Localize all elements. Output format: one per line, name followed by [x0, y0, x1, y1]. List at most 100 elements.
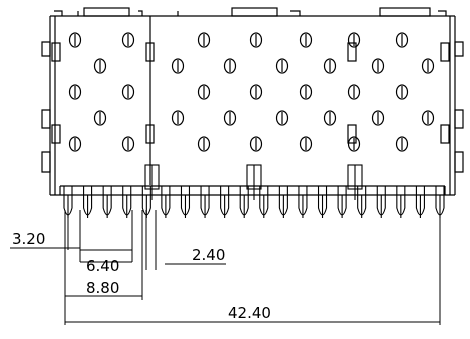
vent-hole [347, 136, 361, 152]
vent-hole-outline [421, 58, 435, 74]
dim-label-2-40: 2.40 [192, 246, 225, 264]
connector-pins [63, 164, 445, 218]
mounting-post [347, 164, 363, 200]
pin [415, 186, 425, 218]
vent-hole [249, 136, 263, 152]
slot-opening [51, 42, 61, 62]
vent-hole-outline [223, 110, 237, 126]
vent-hole [93, 110, 107, 126]
vent-hole [275, 58, 289, 74]
pin [376, 186, 386, 218]
vent-hole-outline [275, 58, 289, 74]
vent-hole [371, 110, 385, 126]
dim-label-3-20: 3.20 [12, 230, 45, 248]
vent-hole [347, 84, 361, 100]
vent-hole [421, 58, 435, 74]
vent-hole-outline [121, 136, 135, 152]
slot-opening [440, 42, 450, 62]
vent-hole [371, 58, 385, 74]
slot-opening [145, 42, 155, 62]
vent-hole-outline [347, 136, 361, 152]
vent-hole-outline [299, 84, 313, 100]
vent-hole [299, 32, 313, 48]
pin [200, 186, 210, 218]
vent-hole [121, 84, 135, 100]
vent-hole [395, 32, 409, 48]
vent-hole-outline [93, 58, 107, 74]
dim-label-8-80: 8.80 [86, 279, 119, 297]
vent-hole [68, 84, 82, 100]
mounting-post [144, 164, 160, 200]
vent-hole-outline [121, 32, 135, 48]
vent-hole-outline [299, 32, 313, 48]
vent-hole [197, 84, 211, 100]
vent-hole-outline [275, 110, 289, 126]
vent-hole [197, 136, 211, 152]
dim-label-6-40: 6.40 [86, 257, 119, 275]
vent-hole [299, 136, 313, 152]
vent-hole-outline [68, 32, 82, 48]
vent-hole [421, 110, 435, 126]
slot-opening [145, 124, 155, 144]
slot-opening [440, 124, 450, 144]
slot-opening [51, 124, 61, 144]
vent-hole-outline [93, 110, 107, 126]
vent-hole [223, 110, 237, 126]
vent-hole-outline [249, 136, 263, 152]
vent-hole-outline [299, 136, 313, 152]
vent-hole [249, 32, 263, 48]
vent-hole [171, 110, 185, 126]
pin [102, 186, 112, 218]
vent-hole-outline [68, 136, 82, 152]
pin [337, 186, 347, 218]
vent-hole [68, 136, 82, 152]
pin [220, 186, 230, 218]
vent-hole-outline [395, 32, 409, 48]
vent-hole-outline [371, 110, 385, 126]
vent-holes [51, 32, 450, 152]
vent-hole [347, 32, 361, 48]
mounting-post [246, 164, 262, 200]
slot-opening [347, 42, 357, 62]
pin [317, 186, 328, 218]
vent-hole-outline [171, 110, 185, 126]
vent-hole-outline [197, 84, 211, 100]
vent-hole [275, 110, 289, 126]
vent-hole [121, 32, 135, 48]
pin [396, 186, 406, 218]
pin [278, 186, 288, 218]
vent-hole-outline [223, 58, 237, 74]
vent-hole [395, 84, 409, 100]
vent-hole [93, 58, 107, 74]
slot-opening [347, 124, 357, 144]
vent-hole-outline [323, 58, 337, 74]
dimension-lines [10, 210, 441, 325]
vent-hole-outline [323, 110, 337, 126]
vent-hole-outline [68, 84, 82, 100]
vent-hole-outline [371, 58, 385, 74]
vent-hole-outline [421, 110, 435, 126]
vent-hole [323, 58, 337, 74]
pin [83, 186, 93, 218]
vent-hole [395, 136, 409, 152]
pin [180, 186, 191, 218]
vent-hole [223, 58, 237, 74]
pin [239, 186, 249, 218]
pin [122, 186, 132, 218]
connector-housing [41, 7, 464, 196]
vent-hole-outline [249, 32, 263, 48]
vent-hole-outline [249, 84, 263, 100]
vent-hole [299, 84, 313, 100]
vent-hole-outline [197, 32, 211, 48]
vent-hole-outline [197, 136, 211, 152]
vent-hole-outline [171, 58, 185, 74]
vent-hole-outline [395, 136, 409, 152]
vent-hole-outline [121, 84, 135, 100]
dim-label-42-40: 42.40 [228, 304, 271, 322]
vent-hole [68, 32, 82, 48]
vent-hole [121, 136, 135, 152]
pin [259, 186, 269, 218]
vent-hole [249, 84, 263, 100]
